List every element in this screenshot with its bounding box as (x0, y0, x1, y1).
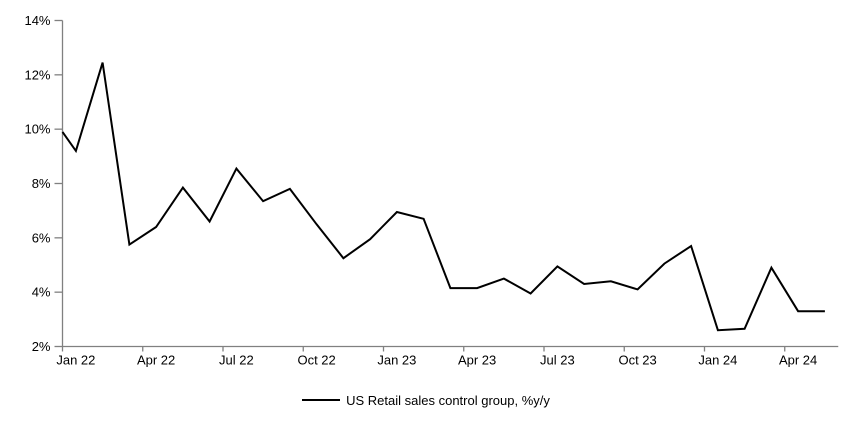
y-axis-tick-label: 12% (24, 67, 50, 82)
y-axis-tick-label: 4% (32, 285, 51, 300)
legend-label: US Retail sales control group, %y/y (346, 392, 550, 408)
series-line-us-retail-sales-control-group (61, 62, 825, 332)
x-axis-tick-label: Jan 24 (698, 353, 737, 368)
y-axis-tick-label: 14% (24, 13, 50, 28)
x-axis-tick-label: Apr 22 (137, 353, 175, 368)
y-axis-tick-label: 8% (32, 176, 51, 191)
chart-legend: US Retail sales control group, %y/y (0, 390, 852, 410)
x-axis-tick-label: Oct 22 (297, 353, 335, 368)
line-chart-plot: 2% 4% 6% 8% 10% 12% 14% Jan 22 Apr 22 Jul 22 Oct 2… (24, 13, 839, 368)
legend-line-swatch (302, 399, 341, 401)
x-axis-tick-label: Apr 24 (779, 353, 817, 368)
x-axis-tick-label: Apr 23 (458, 353, 496, 368)
x-axis-tick-label: Oct 23 (618, 353, 656, 368)
x-axis-tick-label: Jan 22 (56, 353, 95, 368)
y-axis-tick-label: 10% (24, 122, 50, 137)
y-axis-tick-label: 6% (32, 230, 51, 245)
y-axis-tick-label: 2% (32, 339, 51, 354)
x-axis-tick-label: Jul 23 (540, 353, 575, 368)
x-axis-tick-label: Jan 23 (377, 353, 416, 368)
x-axis-tick-label: Jul 22 (219, 353, 254, 368)
